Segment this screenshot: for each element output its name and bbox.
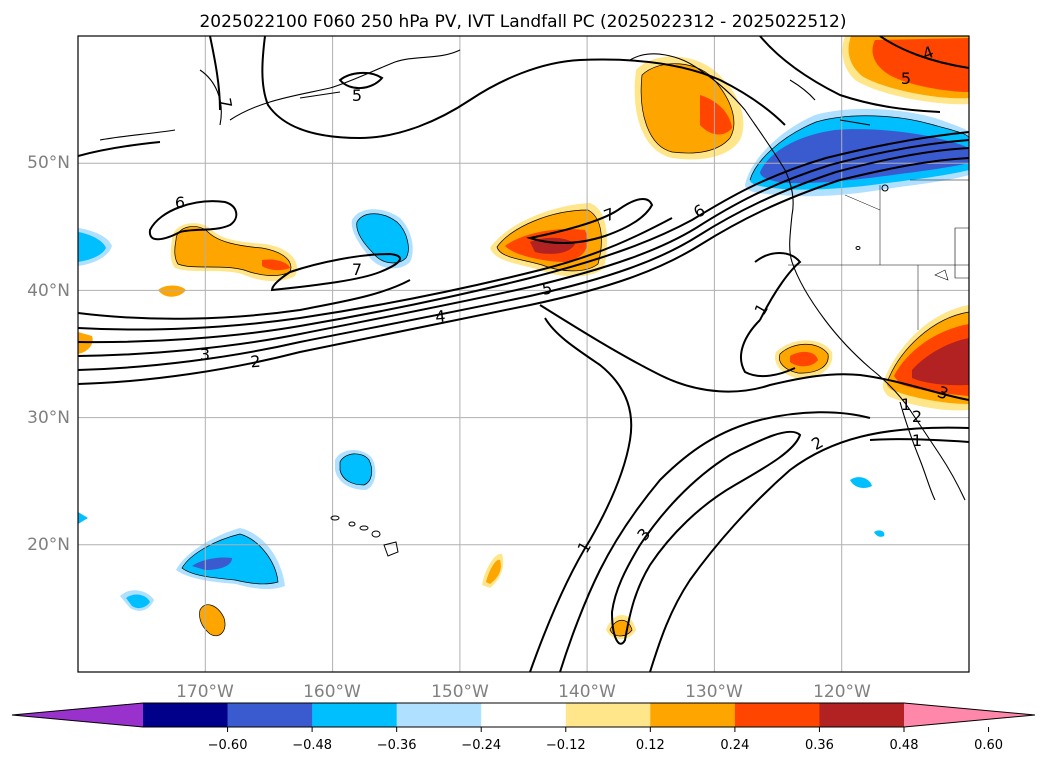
lon-label-140w: 140°W [558,682,616,702]
colorbar-cell [143,703,229,727]
lat-label-20n: 20°N [27,535,70,555]
colorbar-tick-label: 0.48 [890,738,919,753]
contour-label: 5 [901,69,911,88]
contour-label: 4 [434,307,446,327]
figure-title: 2025022100 F060 250 hPa PV, IVT Landfall… [199,12,846,32]
lat-label-40n: 40°N [27,281,70,301]
pv-contours [78,36,969,672]
colorbar-tick-label: −0.12 [546,738,586,753]
colorbar-cell [396,703,482,727]
colorbar-cell [734,703,820,727]
colorbar-tick-label: 0.36 [805,738,834,753]
contour-label: 5 [540,278,553,298]
colorbar-extend-max [904,703,1035,727]
colorbar-cell [565,703,651,727]
lat-label-50n: 50°N [27,153,70,173]
lon-label-150w: 150°W [431,682,489,702]
colorbar-tick-label: −0.48 [292,738,332,753]
contour-label: 6 [175,193,185,212]
longitude-labels: 170°W 160°W 150°W 140°W 130°W 120°W [176,682,871,702]
lon-label-160w: 160°W [303,682,361,702]
contour-label: 7 [215,96,235,109]
contour-label: 2 [250,352,262,372]
colorbar-cell [227,703,313,727]
colorbar-cell [312,703,398,727]
colorbar-tick-label: 0.24 [720,738,749,753]
colorbar-tick-label: −0.24 [461,738,501,753]
contour-label: 1 [912,431,922,450]
colorbar-outline [11,702,1036,728]
colorbar-tick-label: 0.12 [636,738,665,753]
colorbar-cell [481,703,567,727]
colorbar-tick-label: −0.36 [377,738,417,753]
contour-label: 5 [352,86,362,105]
latitude-labels: 50°N 40°N 30°N 20°N [27,153,70,555]
map-frame [77,35,970,673]
anomaly-outlines [174,63,969,637]
negative-anomaly-shading [78,108,969,611]
lat-label-30n: 30°N [27,408,70,428]
lon-label-120w: 120°W [813,682,871,702]
lon-label-130w: 130°W [685,682,743,702]
colorbar: −0.60 −0.48 −0.36 −0.24 −0.12 0.12 0.24 0.36 0.4… [11,702,1036,753]
colorbar-tick-label: −0.60 [208,738,248,753]
map-panel: 7 5 6 7 6 7 5 4 3 2 1 1 2 3 1 2 1 4 5 3 [77,35,970,673]
coastlines [99,49,969,557]
contour-label: 1 [901,395,911,414]
contour-label: 2 [912,407,922,426]
colorbar-tick-label: 0.60 [974,738,1003,753]
contour-label: 7 [352,260,362,279]
lon-label-170w: 170°W [176,682,234,702]
colorbar-extend-min [12,703,143,727]
colorbar-cell [650,703,736,727]
contour-label: 3 [200,345,210,364]
colorbar-cell [819,703,905,727]
map-gridlines [78,36,969,672]
